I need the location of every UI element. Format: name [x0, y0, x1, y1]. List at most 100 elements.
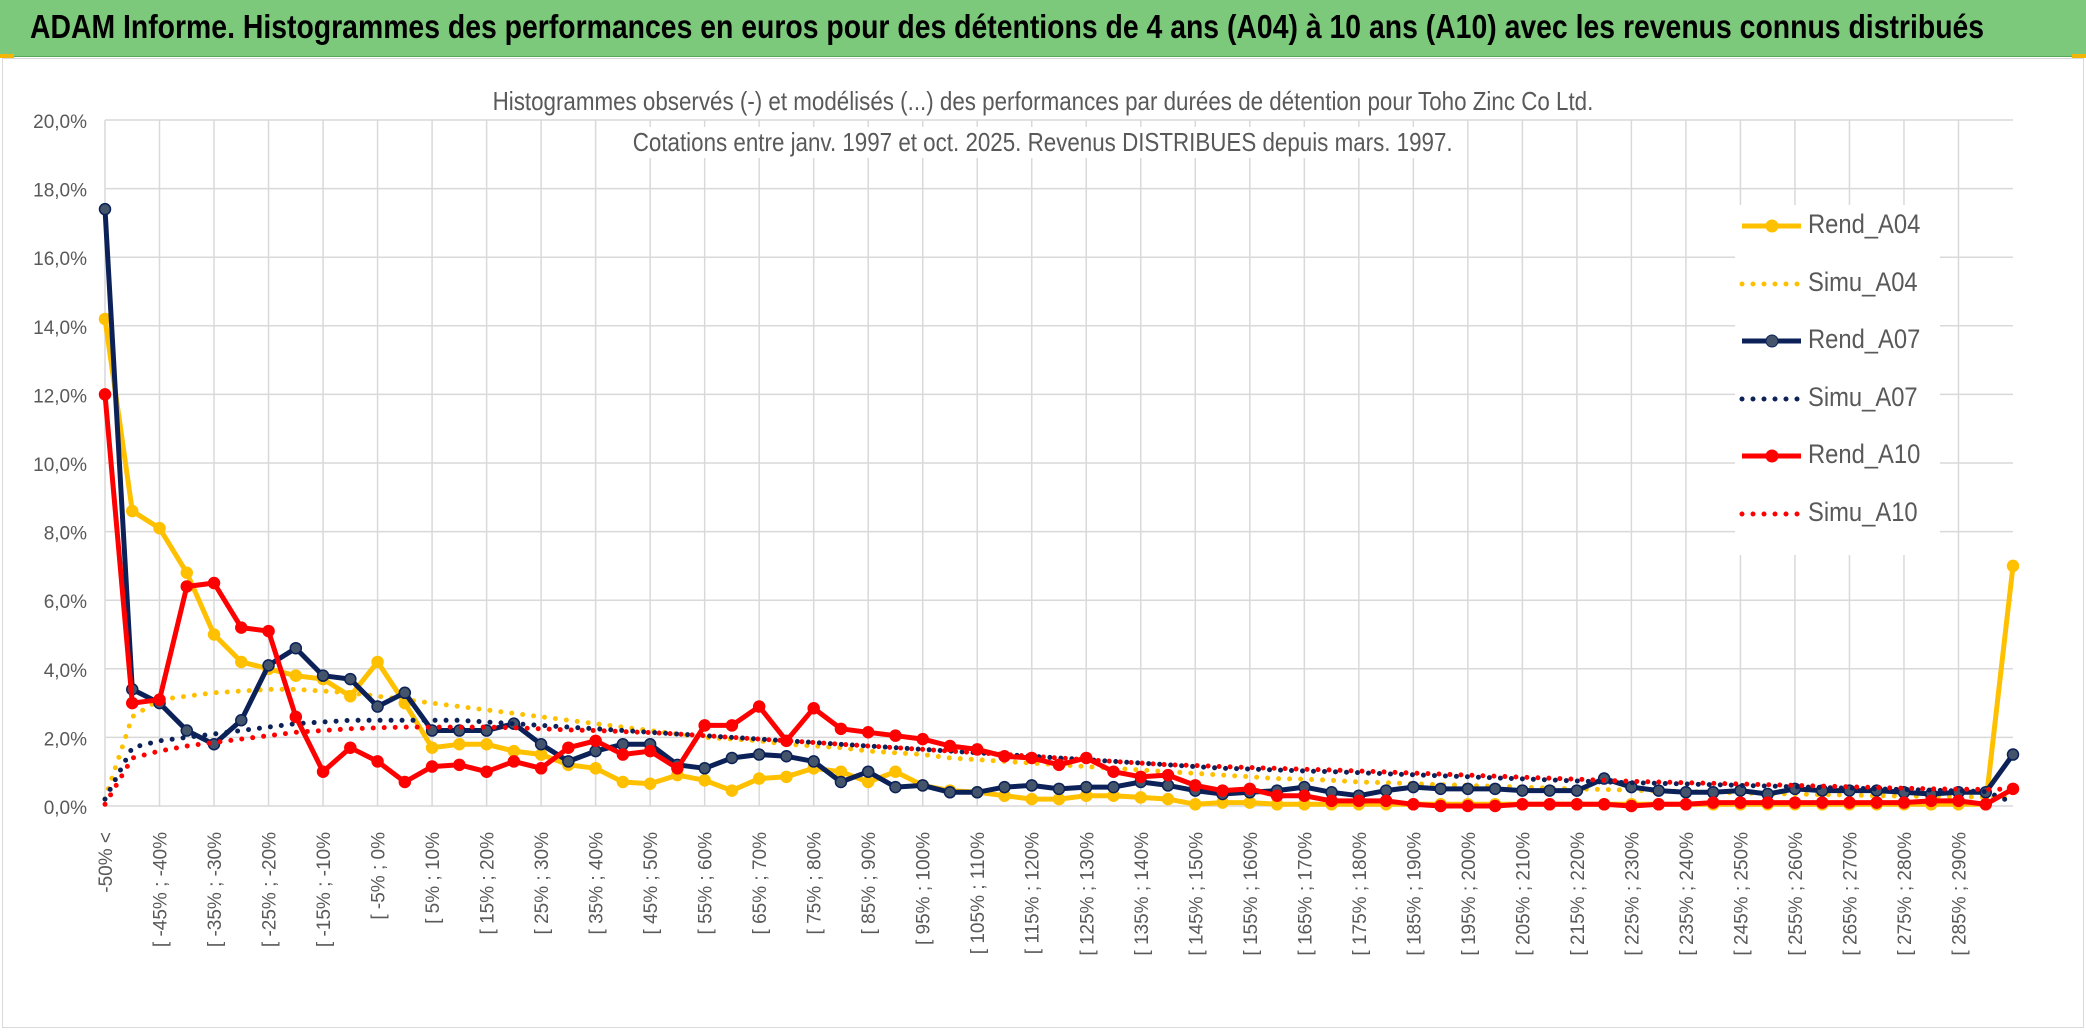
data-point-rend-a10 — [480, 765, 493, 778]
data-point-rend-a04 — [207, 628, 221, 641]
data-point-rend-a10 — [725, 719, 739, 732]
chart-title: Histogrammes observés (-) et modélisés (… — [0, 86, 2086, 117]
report-title: ADAM Informe. Histogrammes des performan… — [30, 8, 1985, 45]
legend-item-rend-a10: Rend_A10 — [1735, 435, 1940, 475]
data-point-rend-a10 — [943, 739, 957, 753]
x-tick-label: [ 55% ; 60% — [696, 832, 717, 935]
data-point-rend-a07 — [344, 672, 357, 686]
data-point-rend-a04 — [752, 772, 766, 785]
x-tick-label: -50% < — [96, 832, 117, 893]
x-tick-label: [ 65% ; 70% — [750, 832, 771, 935]
data-point-rend-a04 — [453, 738, 466, 751]
data-point-rend-a07 — [807, 755, 820, 768]
data-point-rend-a07 — [1679, 786, 1693, 799]
legend-item-rend-a07: Rend_A07 — [1735, 320, 1940, 360]
data-point-rend-a10 — [1870, 796, 1883, 809]
data-point-rend-a10 — [643, 744, 657, 758]
chart-legend: Rend_A04 Simu_A04 Rend_A07 Simu_A07 Rend_A10… — [1735, 205, 1940, 555]
legend-marker-rend-a07 — [1765, 334, 1779, 348]
data-point-rend-a04 — [698, 774, 711, 787]
data-point-rend-a10 — [1243, 782, 1257, 796]
data-point-rend-a07 — [371, 700, 384, 713]
data-point-rend-a07 — [916, 779, 929, 792]
data-point-rend-a04 — [616, 775, 630, 789]
data-point-rend-a07 — [1080, 780, 1093, 794]
data-point-rend-a07 — [1706, 786, 1720, 799]
data-point-rend-a10 — [752, 700, 766, 713]
x-tick-label: [ 35% ; 40% — [587, 832, 608, 935]
legend-item-simu-a04: Simu_A04 — [1735, 263, 1940, 303]
data-point-rend-a10 — [1570, 798, 1584, 811]
data-point-rend-a10 — [371, 755, 384, 768]
x-tick-label: [ 5% ; 10% — [423, 832, 444, 924]
data-point-rend-a07 — [316, 669, 330, 682]
legend-label-simu-a10: Simu_A10 — [1808, 496, 1918, 527]
data-point-rend-a10 — [235, 621, 248, 634]
legend-label-rend-a10: Rend_A10 — [1808, 439, 1921, 469]
data-point-rend-a04 — [643, 777, 657, 790]
data-point-rend-a04 — [780, 770, 793, 784]
y-tick-label: 4,0% — [44, 661, 87, 682]
y-tick-label: 18,0% — [33, 181, 87, 202]
data-point-rend-a07 — [589, 744, 602, 758]
x-tick-label: [ 215% ; 220% — [1568, 832, 1589, 956]
x-tick-label: [ 245% ; 250% — [1731, 832, 1752, 956]
data-point-rend-a10 — [1134, 770, 1148, 784]
x-tick-label: [ -15% ; -10% — [314, 832, 335, 947]
data-point-rend-a07 — [180, 724, 194, 737]
legend-swatch-rend-a04 — [1742, 219, 1801, 233]
x-tick-label: [ 105% ; 110% — [968, 832, 989, 954]
legend-label-rend-a07: Rend_A07 — [1808, 324, 1921, 354]
x-tick-label: [ 135% ; 140% — [1132, 832, 1153, 956]
y-tick-label: 14,0% — [33, 318, 87, 339]
data-point-rend-a10 — [1161, 768, 1175, 782]
data-point-rend-a10 — [1189, 779, 1202, 792]
chart-title-text: Histogrammes observés (-) et modélisés (… — [487, 86, 1599, 117]
data-point-rend-a10 — [1379, 794, 1393, 808]
x-tick-label: [ 125% ; 130% — [1077, 832, 1098, 956]
y-tick-label: 12,0% — [33, 386, 87, 407]
data-point-rend-a10 — [153, 693, 166, 706]
chart-subtitle: Cotations entre janv. 1997 et oct. 2025.… — [0, 127, 2086, 158]
x-tick-label: [ -35% ; -30% — [205, 832, 226, 947]
data-point-rend-a04 — [589, 762, 602, 775]
y-tick-label: 20,0% — [33, 112, 87, 133]
data-point-rend-a04 — [1025, 792, 1038, 806]
data-point-rend-a10 — [1298, 789, 1311, 802]
data-point-rend-a07 — [1379, 784, 1393, 797]
data-point-rend-a04 — [889, 765, 902, 778]
series-line-rend-a07 — [102, 209, 2016, 799]
data-point-rend-a04 — [1243, 796, 1257, 809]
data-point-rend-a07 — [1543, 784, 1556, 797]
data-point-rend-a07 — [998, 780, 1011, 794]
data-point-rend-a10 — [1325, 794, 1338, 808]
data-point-rend-a10 — [1734, 796, 1747, 809]
data-point-rend-a04 — [289, 669, 303, 682]
data-point-rend-a10 — [398, 775, 412, 789]
x-tick-label: [ 175% ; 180% — [1350, 832, 1371, 956]
data-point-rend-a04 — [480, 738, 493, 751]
data-point-rend-a10 — [1924, 794, 1938, 808]
data-point-rend-a10 — [1216, 784, 1229, 797]
series-line-simu-a07 — [102, 717, 2016, 806]
data-point-rend-a10 — [1270, 789, 1284, 802]
data-point-rend-a10 — [98, 388, 112, 401]
data-point-rend-a10 — [1652, 798, 1665, 811]
corner-mark-left — [0, 54, 14, 58]
data-point-rend-a04 — [371, 655, 384, 669]
x-tick-label: [ 205% ; 210% — [1513, 832, 1534, 956]
data-point-rend-a07 — [752, 748, 766, 761]
data-point-rend-a10 — [698, 719, 711, 732]
data-point-rend-a10 — [1843, 796, 1856, 809]
x-tick-label: [ -45% ; -40% — [151, 832, 172, 947]
chart-subtitle-text: Cotations entre janv. 1997 et oct. 2025.… — [627, 127, 1459, 158]
data-point-rend-a10 — [1761, 796, 1774, 809]
data-point-rend-a10 — [1407, 798, 1420, 811]
legend-swatch-simu-a10 — [1739, 511, 1804, 516]
data-point-rend-a07 — [834, 775, 848, 789]
data-point-rend-a10 — [1052, 758, 1066, 772]
data-point-rend-a10 — [344, 741, 357, 754]
legend-item-simu-a10: Simu_A10 — [1735, 493, 1940, 533]
y-tick-label: 10,0% — [33, 455, 87, 476]
data-point-rend-a07 — [1488, 782, 1502, 796]
